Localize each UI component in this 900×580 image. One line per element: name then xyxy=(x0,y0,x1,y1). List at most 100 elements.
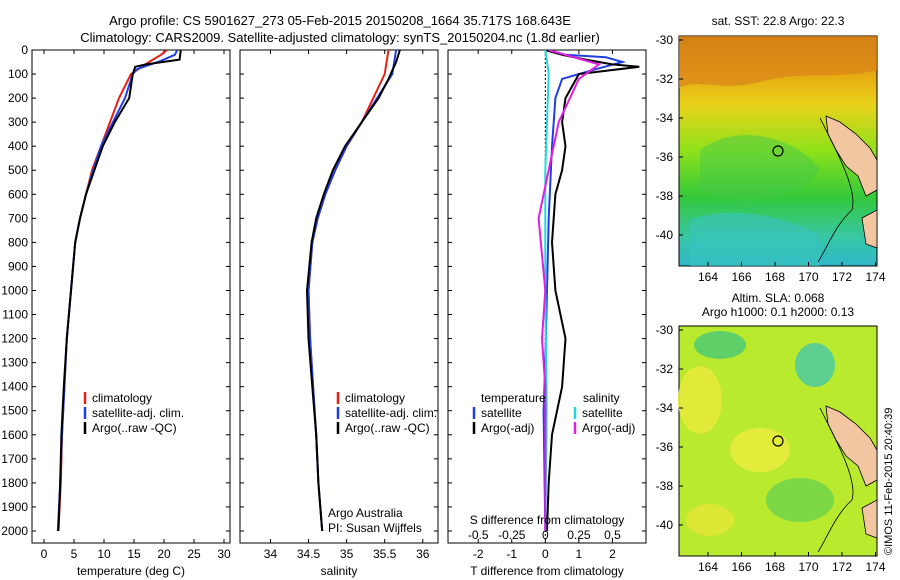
legend-title-temperature: temperature xyxy=(481,391,546,405)
sla-high-2 xyxy=(730,428,790,472)
y-tick-label: 200 xyxy=(8,91,28,105)
s-tick-label: 0.25 xyxy=(567,528,591,542)
map-x-tick-label: 166 xyxy=(731,560,751,574)
s-tick-label: -0.5 xyxy=(468,528,489,542)
x-tick-label: 25 xyxy=(187,547,201,561)
temperature-legend: climatology satellite-adj. clim. Argo(..… xyxy=(83,391,184,435)
x-tick-label: 10 xyxy=(97,547,111,561)
x-tick-label: 35.5 xyxy=(373,547,397,561)
land-island-south xyxy=(861,209,878,249)
temperature-axes: 0100200300400500600700800900100011001200… xyxy=(1,43,231,561)
legend-label: satellite xyxy=(481,406,522,420)
x-tick-label: 34 xyxy=(264,547,278,561)
series-line-s-argo-adj- xyxy=(537,50,602,531)
map-y-tick-label: -36 xyxy=(656,150,674,164)
series-line-s-satellite xyxy=(544,50,550,532)
map-x-tick-label: 170 xyxy=(798,270,818,284)
series-line-argo-raw-qc- xyxy=(57,50,182,532)
sla-map xyxy=(678,325,878,557)
sla-low-3 xyxy=(766,478,834,522)
salinity-panel xyxy=(239,49,439,544)
salinity-axes: 34 34.5 35 35.5 36 xyxy=(240,49,438,561)
map-x-tick-label: 168 xyxy=(765,560,785,574)
x-tick-label: 5 xyxy=(71,547,78,561)
x-tick-label: 0 xyxy=(542,547,549,561)
x-tick-label: 20 xyxy=(157,547,171,561)
sla-high-1 xyxy=(678,366,722,434)
sla-map-title-2: Argo h1000: 0.1 h2000: 0.13 xyxy=(702,305,854,319)
sla-low-1 xyxy=(694,331,746,359)
map-y-tick-label: -36 xyxy=(656,440,674,454)
y-tick-label: 1600 xyxy=(1,428,28,442)
y-tick-label: 1100 xyxy=(2,308,28,322)
map-x-tick-label: 166 xyxy=(731,270,751,284)
depth-contour xyxy=(817,407,854,553)
legend-label: Argo(-adj) xyxy=(481,421,534,435)
y-tick-label: 1700 xyxy=(1,452,28,466)
map-y-tick-label: -34 xyxy=(656,401,674,415)
legend-label: satellite-adj. clim. xyxy=(345,406,437,420)
title-line-1: Argo profile: CS 5901627_273 05-Feb-2015… xyxy=(109,13,571,28)
y-tick-label: 300 xyxy=(8,115,28,129)
x-tick-label: 34.5 xyxy=(297,547,321,561)
x-tick-label: 15 xyxy=(127,547,141,561)
salinity-legend: climatology satellite-adj. clim. Argo(..… xyxy=(336,391,437,435)
map-y-tick-label: -32 xyxy=(656,362,674,376)
legend-label: climatology xyxy=(345,391,405,405)
salinity-xlabel: salinity xyxy=(321,564,358,578)
series-line-t-argo-adj- xyxy=(545,50,640,532)
map-x-tick-label: 174 xyxy=(865,560,885,574)
legend-label: satellite-adj. clim. xyxy=(92,406,184,420)
y-tick-label: 800 xyxy=(8,235,28,249)
sst-map-title: sat. SST: 22.8 Argo: 22.3 xyxy=(712,14,845,28)
y-tick-label: 0 xyxy=(21,43,28,57)
map-x-tick-label: 172 xyxy=(832,270,852,284)
x-tick-label: -2 xyxy=(473,547,484,561)
map-x-tick-label: 172 xyxy=(832,560,852,574)
salinity-series xyxy=(305,50,401,532)
y-tick-label: 1900 xyxy=(1,500,28,514)
map-y-tick-label: -34 xyxy=(656,111,674,125)
x-tick-label: 0 xyxy=(41,547,48,561)
legend-label: climatology xyxy=(92,391,152,405)
map-x-tick-label: 164 xyxy=(698,270,718,284)
difference-series xyxy=(537,50,640,532)
sla-map-axes: -30 -32 -34 -36 -38 -40 164 166 168 170 172 174 xyxy=(656,323,886,574)
y-tick-label: 1000 xyxy=(1,283,28,297)
map-x-tick-label: 170 xyxy=(798,560,818,574)
map-y-tick-label: -40 xyxy=(656,228,674,242)
x-tick-label: 36 xyxy=(416,547,430,561)
depth-contour xyxy=(817,117,854,263)
sst-cyan-patch xyxy=(690,212,820,266)
x-tick-label: 35 xyxy=(340,547,354,561)
map-y-tick-label: -30 xyxy=(656,33,674,47)
legend-label: satellite xyxy=(582,406,623,420)
sst-warm-patch xyxy=(679,36,877,88)
argo-float-marker xyxy=(772,145,784,157)
map-y-tick-label: -38 xyxy=(656,479,674,493)
credit-line-2: PI: Susan Wijffels xyxy=(328,521,422,535)
credit-line-1: Argo Australia xyxy=(328,506,403,520)
sla-low-2 xyxy=(795,343,835,387)
map-y-tick-label: -38 xyxy=(656,189,674,203)
map-x-tick-label: 164 xyxy=(698,560,718,574)
y-tick-label: 2000 xyxy=(1,524,28,538)
sst-map-axes: -30 -32 -34 -36 -38 -40 164 166 168 170 172 174 xyxy=(656,33,886,284)
y-tick-label: 100 xyxy=(8,67,28,81)
y-tick-label: 1500 xyxy=(1,404,28,418)
land-island-south xyxy=(861,499,878,539)
difference-xlabel-s: S difference from climatology xyxy=(470,513,625,527)
title-line-2: Climatology: CARS2009. Satellite-adjuste… xyxy=(80,30,600,45)
x-tick-label: -1 xyxy=(506,547,517,561)
map-y-tick-label: -40 xyxy=(656,518,674,532)
y-tick-label: 900 xyxy=(8,259,28,273)
map-x-tick-label: 168 xyxy=(765,270,785,284)
x-tick-label: 1 xyxy=(576,547,583,561)
sst-map xyxy=(678,35,878,267)
sla-map-title-1: Altim. SLA: 0.068 xyxy=(732,291,825,305)
legend-label: Argo(-adj) xyxy=(582,421,635,435)
y-tick-label: 500 xyxy=(8,163,28,177)
s-tick-label: 0.5 xyxy=(604,528,621,542)
